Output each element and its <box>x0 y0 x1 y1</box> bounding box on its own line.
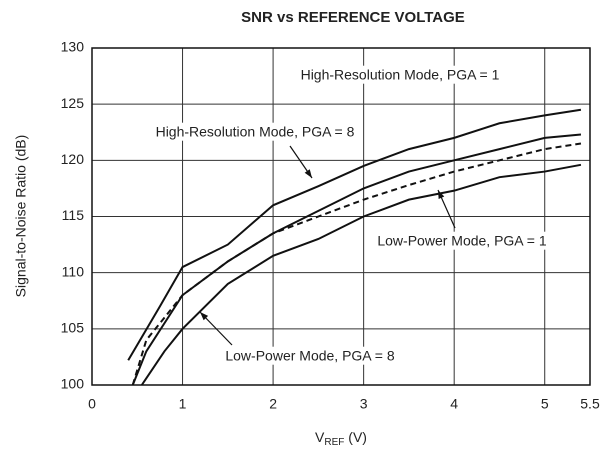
annotation: Low-Power Mode, PGA = 8 <box>225 348 394 364</box>
x-tick-label: 5 <box>541 396 549 412</box>
arrow-head <box>438 190 445 199</box>
x-tick-label: 4 <box>450 396 458 412</box>
arrow-head <box>304 169 312 178</box>
y-tick-label: 130 <box>61 39 85 55</box>
y-tick-label: 110 <box>62 263 85 279</box>
x-tick-label: 5.5 <box>580 396 600 412</box>
x-tick-label: 0 <box>88 396 96 412</box>
y-tick-label: 115 <box>62 207 85 223</box>
x-label-unit: (V) <box>344 429 367 445</box>
annotation: High-Resolution Mode, PGA = 1 <box>301 67 500 83</box>
y-tick-label: 105 <box>61 320 85 336</box>
x-tick-label: 1 <box>179 396 187 412</box>
y-tick-label: 120 <box>61 151 85 167</box>
series-line <box>127 108 582 361</box>
series-line <box>140 163 582 386</box>
arrow-head <box>200 312 209 321</box>
annotation-bg <box>374 231 550 250</box>
annotation: High-Resolution Mode, PGA = 8 <box>156 124 355 140</box>
x-label-sub: REF <box>324 437 344 448</box>
series-line <box>131 133 582 386</box>
x-tick-label: 2 <box>269 396 277 412</box>
x-label-main: V <box>315 429 325 445</box>
series-line <box>131 142 582 386</box>
annotation-bg <box>152 122 358 141</box>
y-axis-label: Signal-to-Noise Ratio (dB) <box>13 135 29 298</box>
annotation: Low-Power Mode, PGA = 1 <box>377 233 546 249</box>
x-axis-label: VREF (V) <box>315 429 367 448</box>
plot-frame <box>91 47 591 386</box>
x-tick-label: 3 <box>360 396 368 412</box>
chart-title: SNR vs REFERENCE VOLTAGE <box>241 9 465 26</box>
y-tick-label: 100 <box>61 376 85 392</box>
annotation-bg <box>222 346 398 365</box>
annotation-bg <box>297 65 503 84</box>
y-tick-label: 125 <box>61 95 85 111</box>
